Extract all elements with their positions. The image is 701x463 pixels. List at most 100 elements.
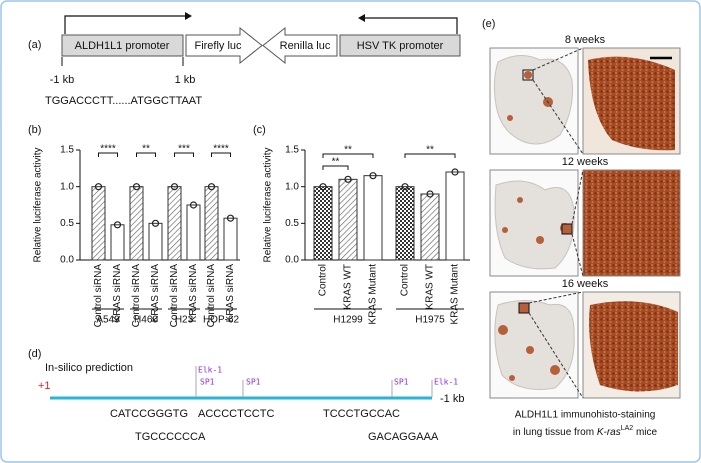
caption: ALDH1L1 immunohisto-staining — [515, 410, 656, 421]
group-label: A549 — [96, 315, 120, 326]
x-tick-label: Control siRNA — [131, 264, 142, 328]
data-point — [401, 183, 409, 191]
panel-label: (d) — [28, 348, 41, 360]
bar — [167, 186, 182, 261]
kb-label: -1 kb — [50, 74, 74, 86]
data-point — [226, 214, 235, 222]
arrow — [365, 17, 458, 34]
data-point — [151, 219, 160, 227]
sequence: TGGACCCTT......ATGGCTTAAT — [45, 95, 202, 107]
box-label: Renilla luc — [280, 40, 331, 52]
tf-site: SP1 — [200, 378, 215, 387]
tumor — [524, 71, 532, 79]
tumor — [517, 197, 523, 203]
bar — [395, 186, 415, 261]
y-tick-label: 0.0 — [60, 255, 74, 266]
lung-section — [493, 55, 573, 145]
sig-bracket — [404, 153, 456, 158]
group-label: H1975 — [415, 315, 445, 326]
lung-section — [494, 300, 575, 390]
y-tick-label: 1.0 — [285, 181, 299, 192]
sig-label: **** — [213, 144, 229, 155]
sequence: ACCCCTCCTC — [198, 408, 274, 420]
y-tick-label: 1.5 — [60, 145, 74, 156]
kb-label: 1 kb — [175, 74, 196, 86]
data-point — [369, 172, 377, 180]
bar — [110, 224, 125, 261]
sig-label: ** — [142, 144, 150, 155]
tumor — [526, 346, 534, 354]
sig-label: *** — [178, 144, 190, 155]
data-point — [189, 201, 198, 209]
sig-bracket — [174, 152, 194, 157]
data-point — [132, 183, 141, 191]
zoom-line — [528, 291, 584, 304]
x-tick-label: KRAS Mutant — [450, 264, 461, 325]
caption-part: mice — [633, 427, 657, 438]
tumor — [509, 375, 515, 381]
y-tick-label: 0.0 — [285, 255, 299, 266]
sig-label: **** — [100, 144, 116, 155]
sig-bracket — [322, 165, 349, 170]
bar — [420, 193, 440, 261]
bar — [204, 186, 219, 261]
bar — [223, 217, 238, 261]
y-axis-label: Relative luciferase activity — [263, 147, 274, 262]
x-tick-label: KRAS siRNA — [225, 264, 236, 323]
x-tick-label: KRAS siRNA — [150, 264, 161, 323]
data-point — [170, 183, 179, 191]
x-tick-label: KRAS Mutant — [368, 264, 379, 325]
zoom-box — [518, 302, 530, 314]
bar — [186, 204, 201, 261]
sig-label: ** — [344, 145, 352, 156]
arrow-head — [358, 14, 365, 22]
tf-site: Elk-1 — [198, 366, 222, 375]
caption-part: K-ras — [597, 427, 621, 438]
bar — [148, 222, 163, 261]
sequence: TGCCCCCCA — [135, 431, 206, 443]
sig-label: ** — [332, 157, 340, 168]
panel-label: (c) — [253, 124, 266, 136]
caption-part: in lung tissue from — [513, 427, 597, 438]
tumor — [550, 365, 560, 375]
x-tick-label: KRAS siRNA — [112, 264, 123, 323]
group-label: H1299 — [333, 315, 363, 326]
data-point — [94, 183, 103, 191]
sig-bracket — [136, 152, 156, 157]
end-label: -1 kb — [440, 393, 464, 405]
data-point — [113, 221, 122, 229]
timepoint: 8 weeks — [565, 34, 606, 46]
panel-label: (e) — [482, 18, 495, 30]
sequence: CATCCGGGTG — [110, 408, 188, 420]
x-tick-label: KRAS WT — [425, 264, 436, 310]
data-point — [207, 183, 216, 191]
promoter-map: In-silico prediction +1 -1 kb Elk-1 SP1 … — [38, 362, 464, 443]
x-tick-label: KRAS siRNA — [188, 264, 199, 323]
box-label: HSV TK promoter — [357, 40, 444, 52]
x-tick-label: Control siRNA — [93, 264, 104, 328]
sig-label: ** — [426, 145, 434, 156]
timepoint: 12 weeks — [562, 156, 609, 168]
tf-site: Elk-1 — [434, 378, 458, 387]
x-tick-label: KRAS WT — [343, 264, 354, 310]
gene-arrow — [262, 26, 338, 65]
promoter-box — [339, 34, 461, 57]
zoom-box — [522, 69, 534, 81]
group-label: HOP-62 — [203, 315, 240, 326]
lung-section — [494, 180, 575, 270]
timepoint: 16 weeks — [562, 278, 609, 290]
sequence: GACAGGAAA — [368, 431, 439, 443]
tf-site: SP1 — [394, 378, 409, 387]
y-tick-label: 0.5 — [285, 218, 299, 229]
tumor — [507, 115, 513, 121]
group-label: H23 — [175, 315, 194, 326]
x-tick-label: Control — [318, 264, 329, 296]
data-point — [319, 183, 327, 191]
box-label: ALDH1L1 promoter — [75, 40, 170, 52]
x-tick-label: Control — [400, 264, 411, 296]
caption-part: LA2 — [621, 425, 634, 432]
arrow-head — [185, 12, 192, 20]
tf-site: SP1 — [246, 378, 261, 387]
tumor — [502, 227, 508, 233]
